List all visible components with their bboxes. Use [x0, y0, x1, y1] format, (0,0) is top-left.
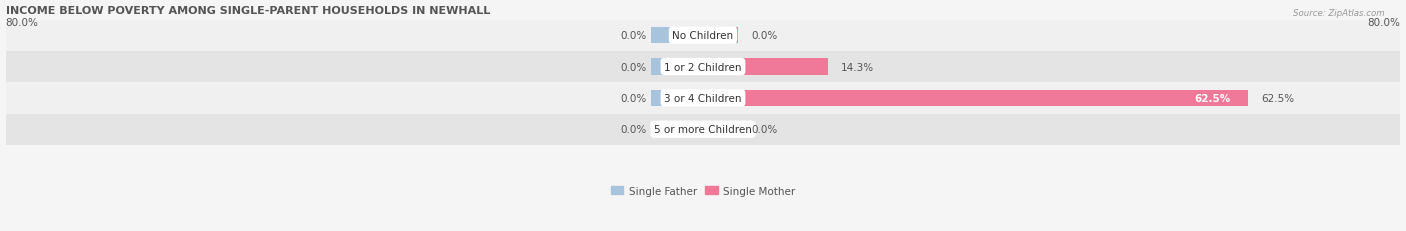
Text: 0.0%: 0.0%	[620, 94, 647, 103]
Bar	[651, 28, 703, 44]
Bar	[6, 52, 1400, 83]
Bar	[6, 83, 1400, 114]
Bar	[651, 122, 703, 138]
Bar	[651, 90, 703, 106]
Text: 0.0%: 0.0%	[751, 31, 778, 41]
Text: 1 or 2 Children: 1 or 2 Children	[664, 62, 742, 72]
Text: 0.0%: 0.0%	[620, 125, 647, 135]
Text: 0.0%: 0.0%	[620, 31, 647, 41]
Text: No Children: No Children	[672, 31, 734, 41]
Text: 62.5%: 62.5%	[1261, 94, 1294, 103]
Text: 14.3%: 14.3%	[841, 62, 875, 72]
Bar	[703, 28, 738, 44]
Bar	[703, 90, 1249, 106]
Text: 0.0%: 0.0%	[620, 62, 647, 72]
Bar	[703, 122, 738, 138]
Bar	[6, 114, 1400, 145]
Text: 80.0%: 80.0%	[1368, 18, 1400, 28]
Text: 5 or more Children: 5 or more Children	[654, 125, 752, 135]
Text: 3 or 4 Children: 3 or 4 Children	[664, 94, 742, 103]
Bar	[6, 20, 1400, 52]
Text: INCOME BELOW POVERTY AMONG SINGLE-PARENT HOUSEHOLDS IN NEWHALL: INCOME BELOW POVERTY AMONG SINGLE-PARENT…	[6, 6, 489, 15]
Bar	[651, 59, 703, 75]
Text: 62.5%: 62.5%	[1194, 94, 1230, 103]
Legend: Single Father, Single Mother: Single Father, Single Mother	[607, 182, 799, 200]
Text: 0.0%: 0.0%	[751, 125, 778, 135]
Bar	[703, 59, 828, 75]
Text: 80.0%: 80.0%	[6, 18, 38, 28]
Text: Source: ZipAtlas.com: Source: ZipAtlas.com	[1294, 9, 1385, 18]
